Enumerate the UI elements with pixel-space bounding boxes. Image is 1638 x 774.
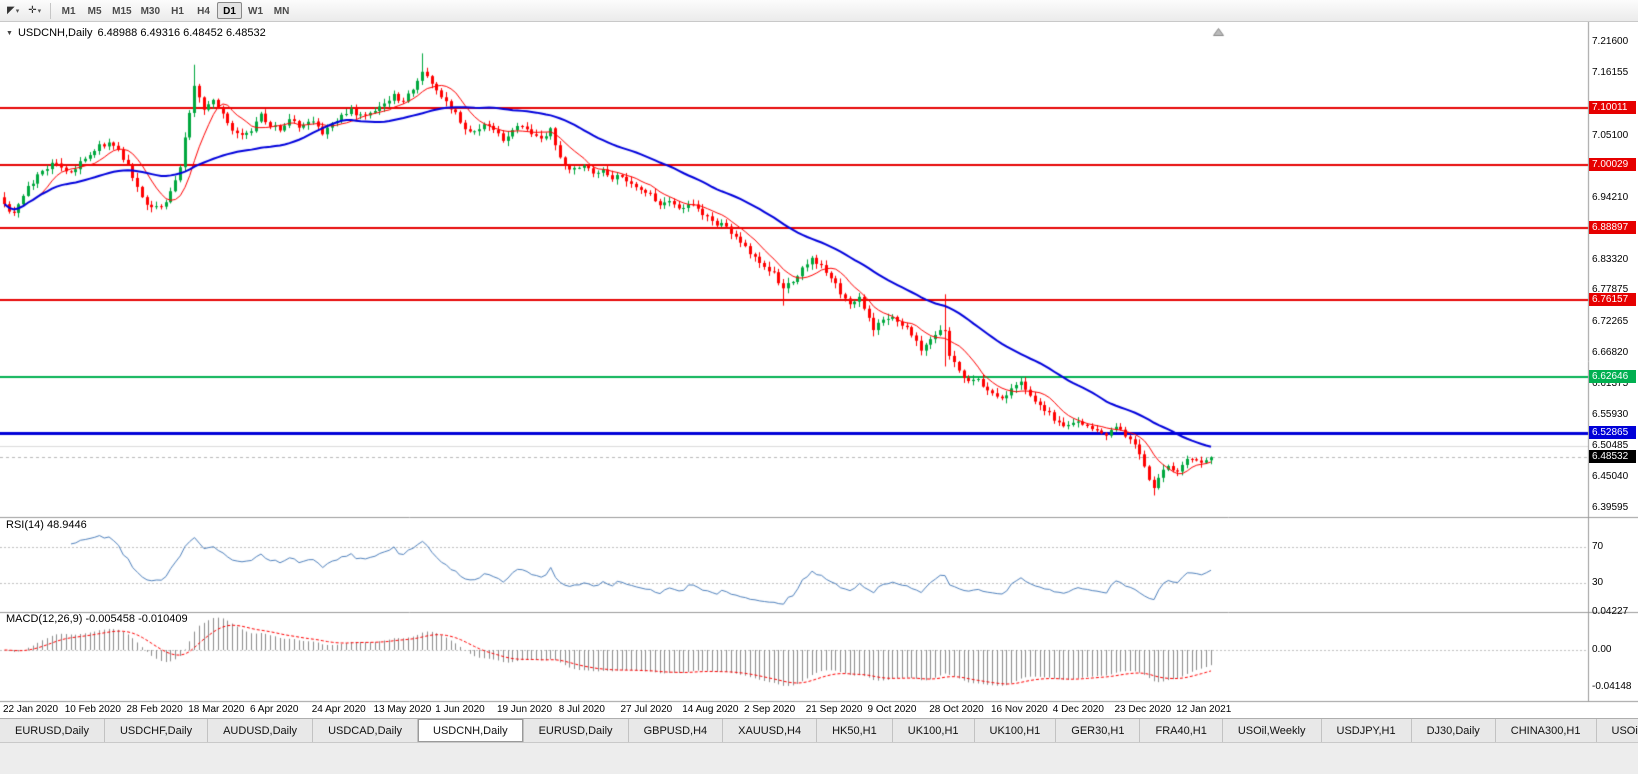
timeframe-button-d1[interactable]: D1	[217, 2, 243, 19]
support-badge-blue: 6.52865	[1589, 425, 1636, 439]
timeframe-button-m15[interactable]: M15	[112, 6, 132, 17]
date-axis-label: 28 Feb 2020	[126, 704, 183, 715]
date-axis-label: 2 Sep 2020	[744, 704, 796, 715]
tab-uk100-h1[interactable]: UK100,H1	[892, 719, 975, 742]
date-axis-label: 1 Jun 2020	[435, 704, 485, 715]
tab-ger30-h1[interactable]: GER30,H1	[1056, 719, 1141, 742]
chart-cursor-tool-icon: ◤	[7, 4, 15, 16]
date-axis-label: 27 Jul 2020	[620, 704, 673, 715]
date-axis-label: 28 Oct 2020	[929, 704, 984, 715]
date-axis-label: 9 Oct 2020	[867, 704, 917, 715]
tab-usdjpy-h1[interactable]: USDJPY,H1	[1321, 719, 1412, 742]
price-axis-label: 6.94210	[1592, 191, 1629, 203]
chart-title: ▼ USDCNH,Daily 6.48988 6.49316 6.48452 6…	[6, 27, 266, 39]
macd-axis-label: 0.00	[1592, 644, 1612, 655]
tab-dj30-daily[interactable]: DJ30,Daily	[1411, 719, 1496, 742]
timeframe-button-h4[interactable]: H4	[197, 6, 210, 17]
resistance-badge-4: 6.76157	[1589, 293, 1636, 307]
price-axis-label: 7.21600	[1592, 36, 1629, 47]
macd-axis-label: 0.04227	[1592, 605, 1629, 617]
timeframe-button-m5[interactable]: M5	[87, 6, 102, 17]
rsi-axis-label: 70	[1592, 541, 1604, 552]
tab-hk50-h1[interactable]: HK50,H1	[817, 719, 893, 742]
tab-usoil[interactable]: USOil,	[1596, 719, 1638, 742]
top-toolbar: ◤ ▾ ✛ ▾ M1 M5 M15 M30 H1 H4 D1 W1 MN	[0, 0, 1638, 22]
price-axis-label: 7.16155	[1592, 66, 1629, 78]
date-axis-label: 22 Jan 2020	[3, 704, 59, 715]
toolbar-separator	[50, 2, 52, 19]
status-bar	[0, 742, 1638, 774]
price-axis-label: 6.66820	[1592, 347, 1629, 359]
date-axis-label: 23 Dec 2020	[1114, 704, 1172, 715]
timeframe-bar: M1 M5 M15 M30 H1 H4 D1 W1 MN	[56, 2, 294, 19]
tab-usdcnh-daily[interactable]: USDCNH,Daily	[418, 719, 524, 742]
dropdown-arrow-icon[interactable]: ▾	[15, 7, 20, 15]
price-axis-label: 7.05100	[1592, 129, 1629, 141]
timeframe-button-mn[interactable]: MN	[273, 6, 290, 17]
price-axis-label: 6.72265	[1592, 316, 1629, 328]
price-axis-label: 6.83320	[1592, 253, 1629, 265]
tab-bar: EURUSD,Daily USDCHF,Daily AUDUSD,Daily USDC…	[0, 718, 1638, 742]
date-axis-label: 18 Mar 2020	[188, 704, 245, 715]
date-axis-label: 10 Feb 2020	[64, 704, 121, 715]
date-axis-label: 6 Apr 2020	[250, 704, 299, 715]
rsi-label: RSI(14) 48.9446	[6, 519, 87, 531]
date-axis-label: 21 Sep 2020	[805, 704, 863, 715]
price-axis-label: 6.77875	[1592, 284, 1629, 296]
timeframe-button-w1[interactable]: W1	[248, 6, 264, 17]
timeframe-button-m1[interactable]: M1	[61, 6, 76, 17]
chart-symbol-label: USDCNH,Daily	[17, 27, 93, 39]
toolbar-tools: ◤ ▾ ✛ ▾	[3, 2, 45, 20]
tab-xauusd-h4[interactable]: XAUUSD,H4	[723, 719, 818, 742]
macd-axis-label: -0.04148	[1592, 681, 1632, 693]
macd-label: MACD(12,26,9) -0.005458 -0.010409	[6, 613, 188, 625]
date-axis-label: 19 Jun 2020	[497, 704, 553, 715]
date-axis-label: 12 Jan 2021	[1176, 704, 1232, 715]
price-chart-canvas[interactable]	[0, 22, 1638, 718]
price-axis-label: 6.61375	[1592, 378, 1629, 390]
current-price-badge: 6.48532	[1589, 450, 1636, 464]
resistance-badge-2: 7.00029	[1589, 157, 1636, 171]
tab-gbpusd-h4[interactable]: GBPUSD,H4	[628, 719, 724, 742]
chart-collapse-icon[interactable]: ▼	[6, 29, 13, 37]
rsi-axis-label: 30	[1592, 577, 1604, 588]
crosshair-tool-icon: ✛	[28, 4, 37, 16]
date-axis-label: 24 Apr 2020	[311, 704, 366, 715]
date-axis-label: 13 May 2020	[373, 704, 432, 715]
support-badge-green: 6.62646	[1589, 370, 1636, 383]
crosshair-tool[interactable]: ✛ ▾	[24, 2, 45, 20]
tab-usoil-weekly[interactable]: USOil,Weekly	[1222, 719, 1322, 742]
tab-usdchf-daily[interactable]: USDCHF,Daily	[104, 719, 209, 742]
timeframe-button-m30[interactable]: M30	[140, 6, 161, 17]
chart-ohlc-values: 6.48988 6.49316 6.48452 6.48532	[97, 27, 266, 39]
tab-eurusd-daily[interactable]: EURUSD,Daily	[0, 719, 105, 742]
resistance-badge-3: 6.88897	[1589, 220, 1636, 234]
tab-eurusd-daily[interactable]: EURUSD,Daily	[523, 719, 629, 742]
date-axis-label: 16 Nov 2020	[991, 704, 1048, 715]
price-axis-label: 6.45040	[1592, 471, 1629, 483]
tab-uk100-h1[interactable]: UK100,H1	[974, 719, 1057, 742]
dropdown-arrow-icon[interactable]: ▾	[37, 7, 42, 15]
tab-china300-h1[interactable]: CHINA300,H1	[1495, 719, 1597, 742]
timeframe-button-h1[interactable]: H1	[171, 6, 184, 17]
tab-fra40-h1[interactable]: FRA40,H1	[1140, 719, 1223, 742]
tab-audusd-daily[interactable]: AUDUSD,Daily	[208, 719, 314, 742]
date-axis-label: 8 Jul 2020	[558, 704, 605, 715]
tab-usdcad-daily[interactable]: USDCAD,Daily	[313, 719, 419, 742]
resistance-badge-1: 7.10011	[1589, 100, 1636, 114]
date-axis-label: 14 Aug 2020	[682, 704, 739, 715]
price-axis-label: 6.39595	[1592, 502, 1629, 513]
price-axis-label: 6.50485	[1592, 440, 1629, 452]
chart-cursor-tool[interactable]: ◤ ▾	[3, 2, 23, 20]
date-axis-label: 4 Dec 2020	[1052, 704, 1104, 715]
price-axis-label: 6.55930	[1592, 409, 1629, 421]
